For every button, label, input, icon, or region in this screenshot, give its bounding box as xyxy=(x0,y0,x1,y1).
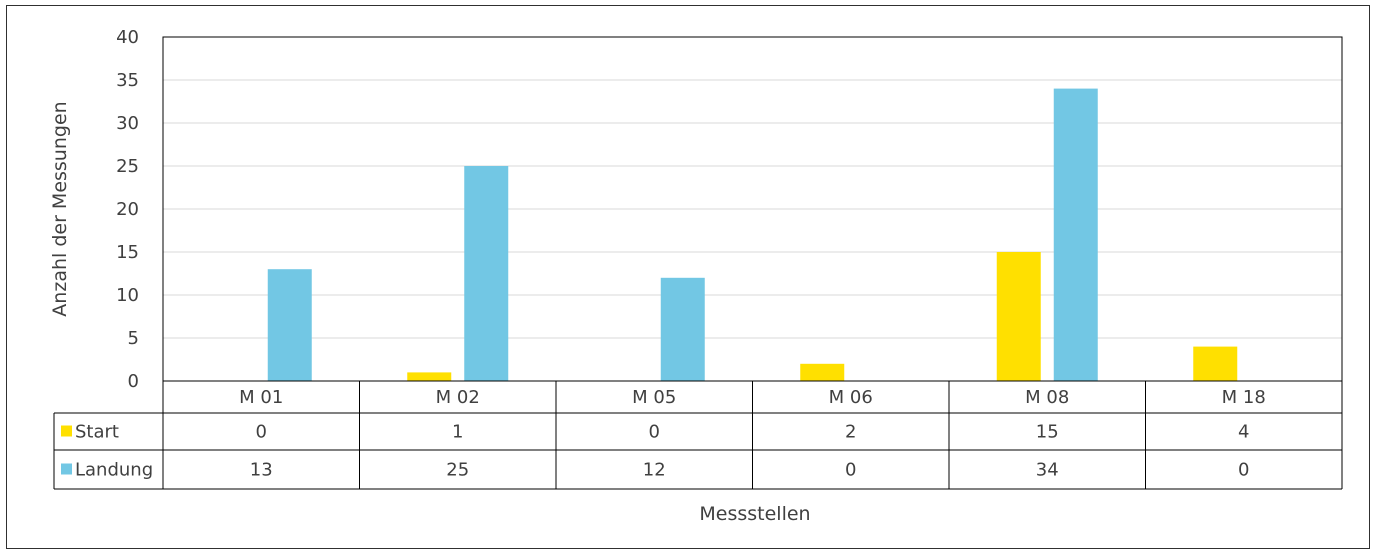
y-tick-label: 30 xyxy=(116,113,139,134)
x-tick-label: M 01 xyxy=(239,387,283,408)
y-tick-labels: 0 5 10 15 20 25 30 35 40 xyxy=(116,27,139,392)
bar-start-m08 xyxy=(996,252,1041,381)
data-label-landung: 13 xyxy=(250,460,273,481)
gridlines xyxy=(163,79,1342,339)
bar-start-m06 xyxy=(800,363,845,381)
x-tick-label: M 02 xyxy=(436,387,480,408)
x-tick-label: M 08 xyxy=(1025,387,1069,408)
y-axis-label: Anzahl der Messungen xyxy=(49,101,71,316)
data-label-start: 4 xyxy=(1238,422,1249,443)
bar-start-m02 xyxy=(407,372,452,381)
bars xyxy=(267,88,1238,381)
legend-label-start: Start xyxy=(75,422,119,443)
data-label-landung: 0 xyxy=(845,460,856,481)
data-table: M 01 M 02 M 05 M 06 M 08 M 18 Start 0 1 0 2 15 4 Land… xyxy=(53,380,1343,490)
y-tick-label: 35 xyxy=(116,70,139,91)
data-label-start: 1 xyxy=(452,422,463,443)
data-label-start: 0 xyxy=(256,422,267,443)
data-label-landung: 12 xyxy=(643,460,666,481)
bar-landung-m05 xyxy=(660,277,705,381)
x-tick-label: M 05 xyxy=(632,387,676,408)
legend-key-landung xyxy=(61,463,72,475)
x-axis-label: Messstellen xyxy=(699,503,810,525)
legend-key-start xyxy=(61,425,72,437)
bar-start-m18 xyxy=(1193,346,1238,381)
chart-frame xyxy=(6,5,1370,549)
bar-landung-m08 xyxy=(1053,88,1098,381)
data-label-landung: 25 xyxy=(446,460,469,481)
y-tick-label: 5 xyxy=(128,328,139,349)
bar-landung-m02 xyxy=(464,166,509,381)
data-label-start: 0 xyxy=(649,422,660,443)
y-tick-label: 10 xyxy=(116,285,139,306)
y-tick-label: 20 xyxy=(116,199,139,220)
bar-landung-m01 xyxy=(267,269,312,381)
data-label-start: 2 xyxy=(845,422,856,443)
legend-label-landung: Landung xyxy=(75,460,153,481)
y-tick-label: 25 xyxy=(116,156,139,177)
y-tick-label: 40 xyxy=(116,27,139,48)
y-tick-label: 15 xyxy=(116,242,139,263)
x-tick-label: M 06 xyxy=(829,387,873,408)
x-tick-label: M 18 xyxy=(1222,387,1266,408)
data-label-start: 15 xyxy=(1036,422,1059,443)
y-tick-label: 0 xyxy=(128,371,139,392)
data-label-landung: 0 xyxy=(1238,460,1249,481)
data-label-landung: 34 xyxy=(1036,460,1059,481)
